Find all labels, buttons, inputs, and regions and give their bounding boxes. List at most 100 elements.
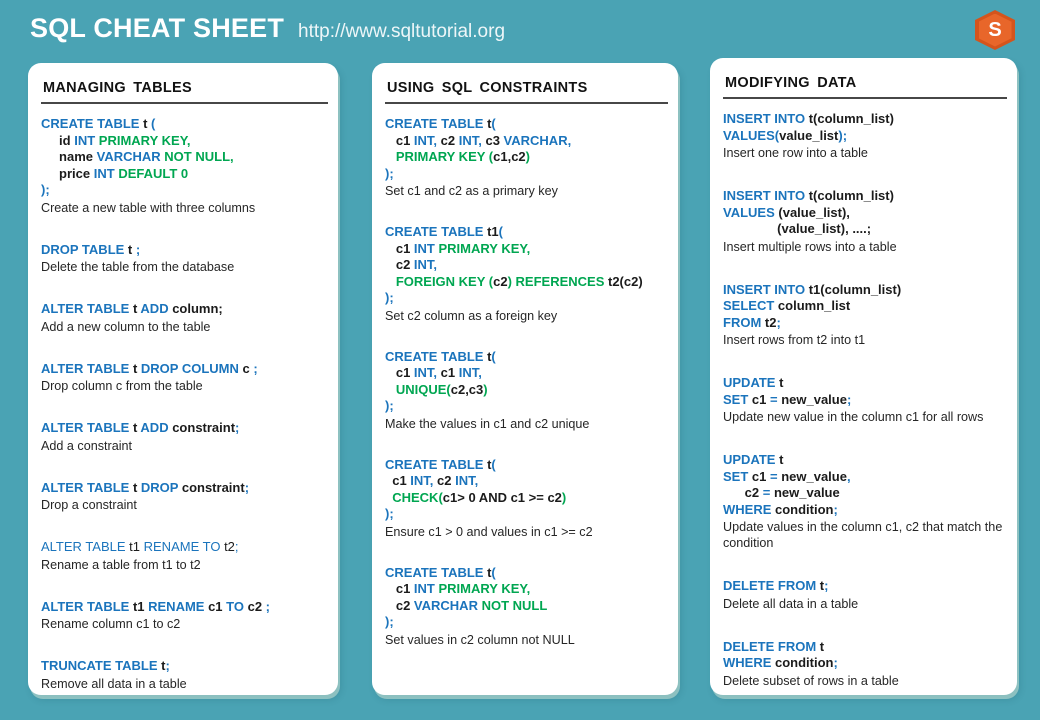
code-segment: ALTER TABLE: [41, 539, 130, 554]
code-segment: INT,: [458, 365, 482, 380]
code-segment: constraint: [172, 420, 236, 435]
code-block: ALTER TABLE t ADD constraint; Add a const…: [41, 420, 328, 454]
code-line: ALTER TABLE t1 RENAME c1 TO c2 ;: [41, 599, 328, 616]
code-segment: t1: [129, 539, 144, 554]
code-segment: ): [525, 149, 531, 164]
code-segment: c1: [385, 581, 414, 596]
code-line: ALTER TABLE t DROP COLUMN c ;: [41, 361, 328, 378]
code-segment: c3: [485, 132, 504, 148]
code-line: TRUNCATE TABLE t;: [41, 658, 328, 675]
code-line: c1 INT, c2 INT, c3 VARCHAR,: [385, 133, 668, 150]
block-description: Set c1 and c2 as a primary key: [385, 184, 558, 198]
block-description: Rename a table from t1 to t2: [41, 557, 201, 572]
code-segment: UNIQUE(: [385, 381, 451, 397]
code-segment: c1: [385, 132, 414, 148]
code-segment: INT,: [455, 473, 479, 488]
code-segment: price: [41, 165, 94, 181]
code-line: WHERE condition;: [723, 655, 1007, 672]
code-segment: ADD: [140, 420, 173, 435]
code-segment: PRIMARY KEY,: [98, 132, 191, 148]
code-segment: ;: [234, 539, 239, 554]
code-segment: );: [41, 182, 50, 197]
code-segment: ,: [846, 468, 851, 484]
code-segment: ;: [776, 314, 781, 330]
code-segment: );: [385, 398, 394, 413]
code-segment: INSERT INTO: [723, 281, 809, 297]
code-segment: t: [132, 360, 141, 376]
code-segment: SET: [723, 468, 752, 484]
code-line: CREATE TABLE t(: [385, 116, 668, 133]
code-segment: t: [819, 638, 825, 654]
code-segment: );: [385, 614, 394, 629]
code-segment: CREATE TABLE: [385, 348, 488, 364]
code-block: ALTER TABLE t ADD column; Add a new colum…: [41, 301, 328, 335]
card-modifying-data: MODIFYING DATA INSERT INTO t(column_list)…: [710, 58, 1017, 695]
code-segment: t: [779, 452, 784, 467]
code-segment: t: [779, 375, 784, 390]
code-block: ALTER TABLE t1 RENAME TO t2; Rename a tab…: [41, 539, 328, 573]
code-segment: VARCHAR: [413, 597, 482, 613]
code-segment: ;: [244, 479, 250, 495]
block-description: Make the values in c1 and c2 unique: [385, 416, 590, 431]
code-line: );: [385, 166, 668, 183]
code-segment: new_value: [773, 485, 840, 500]
code-segment: t: [132, 479, 141, 495]
code-block: CREATE TABLE t( c1 INT, c2 INT, c3 VARCH…: [385, 116, 668, 199]
code-segment: c1: [385, 240, 414, 256]
code-block: INSERT INTO t(column_list) VALUES (value_…: [723, 188, 1007, 255]
code-block: CREATE TABLE t( c1 INT, c2 INT, CHECK(c1…: [385, 457, 668, 540]
block-description: Create a new table with three columns: [41, 200, 256, 215]
code-segment: );: [385, 290, 394, 305]
code-line: ALTER TABLE t ADD column;: [41, 301, 328, 318]
code-segment: t: [487, 564, 492, 580]
block-description: Delete subset of rows in a table: [723, 673, 899, 688]
code-segment: ALTER TABLE: [41, 479, 133, 495]
block-description: Delete all data in a table: [723, 596, 859, 611]
code-line: c1 INT PRIMARY KEY,: [385, 581, 668, 598]
block-description: Drop column c from the table: [41, 379, 203, 393]
code-line: WHERE condition;: [723, 502, 1007, 519]
code-segment: CREATE TABLE: [385, 116, 488, 131]
code-line: DROP TABLE t ;: [41, 242, 328, 259]
code-segment: ;: [833, 501, 838, 517]
code-segment: c1: [440, 365, 459, 380]
hexagon-logo-icon: S: [978, 13, 1012, 47]
code-segment: c1: [385, 365, 414, 380]
code-segment: c2: [385, 597, 414, 613]
code-segment: ): [507, 273, 516, 289]
code-line: CREATE TABLE t(: [385, 349, 668, 366]
code-line: c2 VARCHAR NOT NULL: [385, 598, 668, 615]
code-segment: =: [769, 468, 782, 484]
block-description: Remove all data in a table: [41, 676, 187, 691]
code-segment: t: [487, 348, 492, 364]
code-segment: ALTER TABLE: [41, 598, 133, 614]
block-description: Rename column c1 to c2: [41, 617, 181, 631]
code-segment: UPDATE: [723, 375, 780, 390]
code-segment: INT: [413, 240, 439, 256]
code-line: INSERT INTO t(column_list): [723, 111, 1007, 128]
code-line: c1 INT PRIMARY KEY,: [385, 241, 668, 258]
code-segment: new_value: [781, 468, 847, 484]
code-line: SET c1 = new_value;: [723, 392, 1007, 409]
code-segment: ALTER TABLE: [41, 301, 133, 316]
code-segment: INT,: [458, 132, 486, 148]
code-line: ALTER TABLE t1 RENAME TO t2;: [41, 539, 328, 556]
code-line: UPDATE t: [723, 375, 1007, 392]
code-segment: =: [769, 391, 782, 407]
block-description: Ensure c1 > 0 and values in c1 >= c2: [385, 524, 593, 539]
code-segment: FOREIGN KEY (: [385, 273, 494, 289]
code-segment: INT: [74, 132, 99, 148]
code-block: INSERT INTO t1(column_list) SELECT column…: [723, 282, 1007, 349]
code-segment: ): [483, 381, 488, 397]
code-line: (value_list), ....;: [723, 221, 1007, 238]
code-segment: SET: [723, 391, 752, 407]
code-segment: condition: [775, 501, 834, 517]
code-line: CREATE TABLE t(: [385, 457, 668, 474]
code-segment: t1(column_list): [808, 281, 902, 297]
code-segment: ;: [846, 391, 852, 407]
code-segment: c1: [751, 391, 770, 407]
block-description: Add a constraint: [41, 438, 133, 453]
block-description: Update new value in the column c1 for al…: [723, 410, 984, 424]
code-segment: (: [491, 456, 496, 472]
